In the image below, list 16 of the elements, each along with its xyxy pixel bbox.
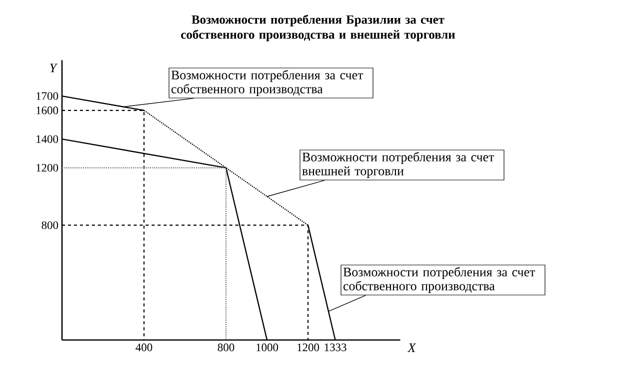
y-tick-label: 1200 xyxy=(36,164,58,172)
annotation: Возможности потребления за счет собственного производства xyxy=(343,267,536,293)
x-tick-label: 800 xyxy=(218,344,234,352)
x-axis-title: X xyxy=(407,344,416,352)
annotation: Возможности потребления за счет внешней торговли xyxy=(302,152,494,178)
y-tick-label: 1600 xyxy=(36,106,58,114)
x-tick-label: 1000 xyxy=(256,344,278,352)
y-tick-label: 800 xyxy=(42,221,58,230)
annotation: Возможности потребления за счет собственного производства xyxy=(171,70,364,96)
x-tick-label: 400 xyxy=(136,344,152,352)
y-axis-title: Y xyxy=(50,64,58,72)
y-tick-label: 1400 xyxy=(36,135,58,143)
chart-title: Возможности потребления Бразилии за счет собственного производства и внешней торговли xyxy=(181,14,455,42)
x-tick-label: 1200 xyxy=(298,344,320,352)
x-tick-label: 1333 xyxy=(324,344,346,352)
y-tick-label: 1700 xyxy=(36,92,58,100)
